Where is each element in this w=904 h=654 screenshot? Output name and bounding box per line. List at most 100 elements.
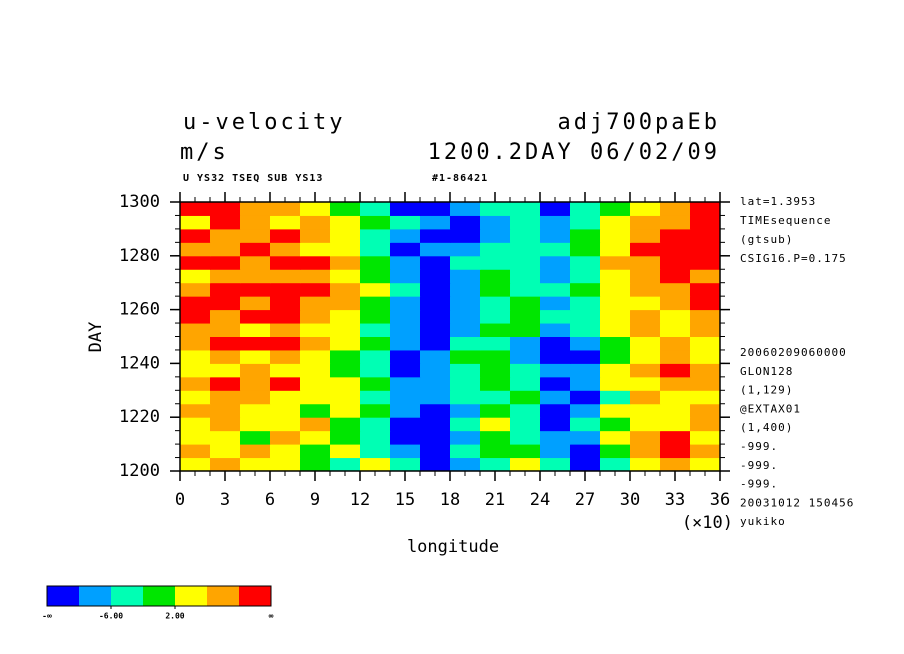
- cell: [570, 444, 601, 459]
- cell: [180, 430, 211, 445]
- cell: [540, 309, 571, 324]
- cell: [390, 255, 421, 270]
- colorbar-swatch: [79, 586, 111, 606]
- note: yukiko: [740, 515, 786, 528]
- cell: [180, 403, 211, 418]
- cell: [540, 444, 571, 459]
- cell: [570, 363, 601, 378]
- cell: [630, 255, 661, 270]
- cell: [600, 403, 631, 418]
- cell: [300, 202, 331, 216]
- cell: [690, 242, 721, 257]
- cell: [480, 242, 511, 257]
- cell: [510, 457, 541, 472]
- cell: [270, 336, 301, 351]
- x-scale-label: (×10): [682, 513, 733, 533]
- cell: [360, 336, 391, 351]
- cell: [450, 242, 481, 257]
- cell: [420, 282, 451, 297]
- cell: [660, 296, 691, 311]
- note: -999.: [740, 459, 778, 472]
- cell: [330, 417, 361, 432]
- cell: [240, 390, 271, 405]
- cell: [630, 376, 661, 391]
- y-tick-label: 1260: [119, 300, 160, 320]
- cell: [300, 255, 331, 270]
- cell: [480, 376, 511, 391]
- cell: [300, 228, 331, 243]
- cell: [420, 269, 451, 284]
- cell: [690, 430, 721, 445]
- cell: [450, 215, 481, 230]
- cell: [180, 363, 211, 378]
- cell: [270, 363, 301, 378]
- cell: [600, 242, 631, 257]
- run-name: adj700paEb: [558, 110, 720, 135]
- cell: [540, 269, 571, 284]
- cell: [240, 282, 271, 297]
- cell: [180, 282, 211, 297]
- cell: [540, 296, 571, 311]
- cell: [180, 457, 211, 472]
- cell: [690, 363, 721, 378]
- cell: [480, 282, 511, 297]
- cell: [300, 430, 331, 445]
- cell: [240, 403, 271, 418]
- y-axis-label: DAY: [86, 322, 106, 353]
- cell: [270, 390, 301, 405]
- cell: [570, 215, 601, 230]
- x-tick-label: 27: [575, 490, 595, 510]
- cell: [570, 228, 601, 243]
- cell: [450, 296, 481, 311]
- cell: [330, 349, 361, 364]
- cell: [450, 255, 481, 270]
- cell: [180, 242, 211, 257]
- cell: [690, 403, 721, 418]
- cell: [510, 242, 541, 257]
- colorbar-swatch: [47, 586, 79, 606]
- cell: [240, 457, 271, 472]
- cell: [690, 309, 721, 324]
- cell: [210, 242, 241, 257]
- cell: [690, 336, 721, 351]
- cell: [480, 202, 511, 216]
- cell: [510, 282, 541, 297]
- cell: [570, 376, 601, 391]
- cell: [420, 323, 451, 337]
- x-tick-label: 30: [620, 490, 640, 510]
- cell: [510, 323, 541, 337]
- cell: [540, 255, 571, 270]
- colorbar-label: -∞: [42, 612, 52, 621]
- cell: [510, 296, 541, 311]
- cell: [480, 417, 511, 432]
- cell: [330, 309, 361, 324]
- note: lat=1.3953: [740, 195, 816, 208]
- cell: [510, 228, 541, 243]
- cell: [540, 282, 571, 297]
- cell: [210, 363, 241, 378]
- cell: [240, 228, 271, 243]
- cell: [600, 430, 631, 445]
- cell: [330, 282, 361, 297]
- cell: [660, 457, 691, 472]
- cell: [330, 296, 361, 311]
- cell: [360, 376, 391, 391]
- cell: [420, 417, 451, 432]
- cell: [180, 349, 211, 364]
- y-tick-label: 1300: [119, 192, 160, 212]
- cell: [420, 444, 451, 459]
- cell: [360, 242, 391, 257]
- cell: [600, 255, 631, 270]
- cell: [690, 323, 721, 337]
- cell: [210, 457, 241, 472]
- cell: [450, 323, 481, 337]
- cell: [330, 323, 361, 337]
- cell: [390, 228, 421, 243]
- cell: [480, 296, 511, 311]
- cell: [210, 430, 241, 445]
- cell: [390, 430, 421, 445]
- cell: [480, 390, 511, 405]
- cell: [630, 390, 661, 405]
- colorbar-swatch: [207, 586, 239, 606]
- cell: [390, 363, 421, 378]
